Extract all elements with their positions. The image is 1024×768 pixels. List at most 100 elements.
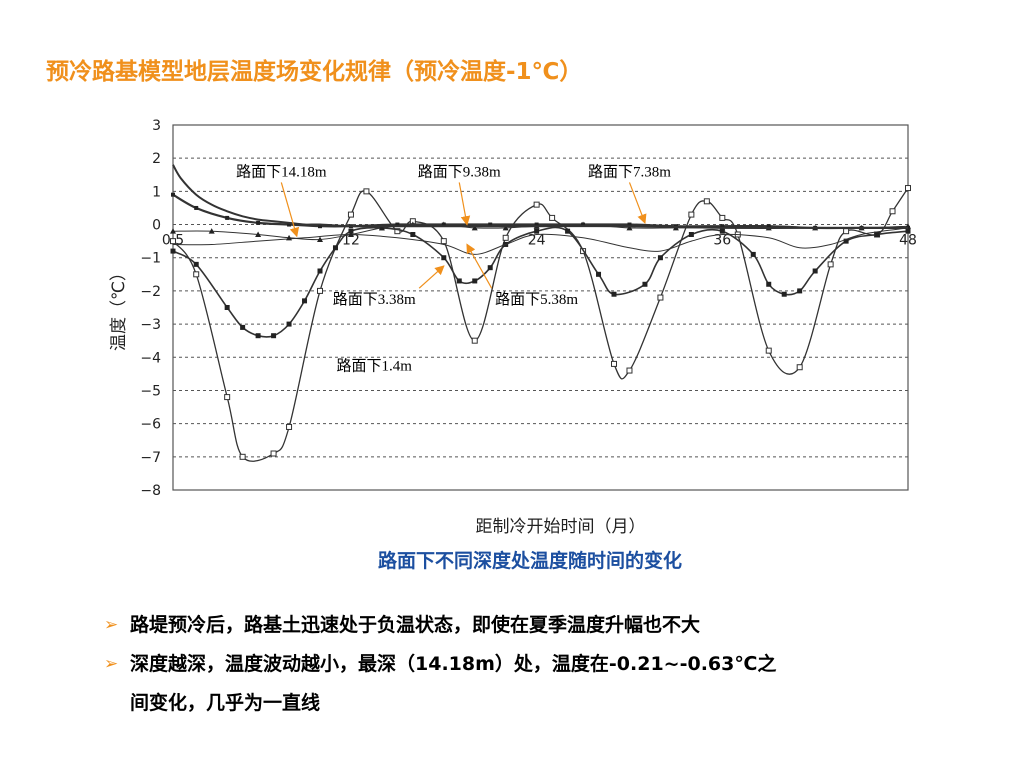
data-point bbox=[317, 268, 323, 274]
series-annotation-label: 路面下14.18m bbox=[236, 163, 327, 180]
data-point bbox=[611, 360, 617, 367]
data-point bbox=[193, 261, 199, 267]
series-annotation-label: 路面下3.38m bbox=[333, 291, 416, 308]
data-point bbox=[657, 294, 664, 301]
data-point bbox=[441, 255, 447, 261]
data-point bbox=[581, 222, 586, 227]
data-point bbox=[270, 450, 277, 457]
data-point bbox=[766, 224, 771, 229]
bullet-item: ➢ 深度越深，温度波动越小，最深（14.18m）处，温度在-0.21~-0.63… bbox=[104, 645, 964, 723]
y-axis-title: 温度（℃） bbox=[109, 264, 129, 351]
data-point bbox=[750, 251, 756, 257]
data-point bbox=[843, 238, 849, 244]
data-point bbox=[766, 281, 772, 287]
data-point bbox=[224, 305, 230, 310]
data-point bbox=[596, 271, 602, 277]
annotation-arrow bbox=[418, 265, 445, 289]
data-point bbox=[502, 234, 509, 241]
data-point bbox=[348, 228, 354, 234]
data-point bbox=[720, 224, 725, 229]
arrow-bullet-icon: ➢ bbox=[104, 654, 119, 674]
data-point bbox=[395, 222, 400, 227]
x-tick-label: 48 bbox=[899, 233, 917, 249]
series-annotation-label: 路面下9.38m bbox=[418, 163, 501, 180]
slide-title: 预冷路基模型地层温度场变化规律（预冷温度-1℃） bbox=[46, 59, 583, 85]
data-point bbox=[287, 222, 292, 227]
data-point bbox=[765, 347, 772, 354]
data-point bbox=[471, 224, 478, 231]
y-tick-label: −5 bbox=[140, 383, 161, 399]
plot-frame bbox=[172, 124, 909, 491]
series-line bbox=[172, 227, 909, 255]
data-point bbox=[240, 324, 246, 330]
y-tick-label: −4 bbox=[140, 350, 161, 366]
data-point bbox=[171, 192, 175, 197]
bullet-item: ➢ 路堤预冷后，路基土迅速处于负温状态，即使在夏季温度升幅也不大 bbox=[104, 606, 964, 645]
data-point bbox=[472, 278, 478, 284]
data-point bbox=[502, 224, 509, 231]
y-tick-label: −7 bbox=[140, 450, 161, 466]
y-tick-label: 3 bbox=[152, 118, 161, 134]
data-point bbox=[318, 224, 322, 229]
data-point bbox=[170, 248, 176, 254]
data-point bbox=[688, 211, 695, 218]
data-point bbox=[781, 291, 787, 297]
data-point bbox=[256, 220, 261, 225]
bullet-text: 深度越深，温度波动越小，最深（14.18m）处，温度在-0.21~-0.63℃之 bbox=[130, 653, 777, 675]
y-tick-label: 1 bbox=[152, 184, 161, 200]
data-point bbox=[874, 232, 880, 237]
data-point bbox=[905, 228, 911, 234]
data-point bbox=[271, 333, 277, 339]
data-point bbox=[224, 394, 231, 401]
y-tick-label: −3 bbox=[140, 317, 161, 333]
data-point bbox=[286, 423, 293, 430]
annotation-arrow bbox=[628, 182, 647, 225]
data-point bbox=[255, 333, 261, 339]
series-annotation-label: 路面下1.4m bbox=[336, 358, 412, 375]
x-tick-label: 12 bbox=[342, 233, 360, 249]
data-point bbox=[302, 298, 308, 304]
series-annotation-label: 路面下5.38m bbox=[495, 291, 578, 308]
data-point bbox=[719, 228, 725, 234]
y-tick-label: 0 bbox=[152, 218, 161, 234]
data-point bbox=[394, 228, 401, 235]
x-axis-title: 距制冷开始时间（月） bbox=[476, 517, 646, 537]
data-point bbox=[239, 453, 246, 460]
data-point bbox=[441, 222, 446, 227]
data-point bbox=[255, 231, 262, 237]
data-point bbox=[905, 185, 911, 192]
data-point bbox=[170, 228, 176, 234]
data-point bbox=[626, 224, 633, 231]
data-point bbox=[378, 224, 385, 231]
data-point bbox=[611, 291, 617, 297]
bullet-list: ➢ 路堤预冷后，路基土迅速处于负温状态，即使在夏季温度升幅也不大 ➢ 深度越深，… bbox=[104, 606, 964, 723]
data-point bbox=[533, 201, 540, 208]
data-point bbox=[193, 271, 200, 278]
data-point bbox=[440, 238, 447, 245]
bullet-text: 路堤预冷后，路基土迅速处于负温状态，即使在夏季温度升幅也不大 bbox=[130, 614, 701, 636]
data-point bbox=[719, 214, 726, 221]
data-point bbox=[286, 321, 292, 327]
data-point bbox=[627, 222, 632, 227]
data-point bbox=[688, 232, 694, 237]
data-point bbox=[626, 367, 633, 374]
data-point bbox=[225, 215, 230, 220]
bullet-text-continued: 间变化，几乎为一直线 bbox=[130, 692, 321, 714]
data-point bbox=[286, 234, 293, 241]
annotation-arrow bbox=[466, 243, 493, 289]
y-tick-label: −2 bbox=[140, 284, 161, 300]
data-point bbox=[487, 265, 493, 271]
data-point bbox=[471, 337, 478, 344]
y-tick-label: −8 bbox=[140, 483, 161, 499]
data-point bbox=[565, 228, 571, 234]
data-point bbox=[534, 228, 540, 234]
data-point bbox=[642, 281, 648, 287]
data-point bbox=[812, 268, 818, 274]
data-point bbox=[170, 238, 176, 245]
arrow-bullet-icon: ➢ bbox=[104, 615, 119, 635]
data-point bbox=[317, 287, 323, 294]
data-point bbox=[347, 211, 354, 218]
data-point bbox=[208, 228, 215, 234]
annotation-arrow bbox=[280, 182, 300, 238]
data-point bbox=[657, 255, 663, 261]
